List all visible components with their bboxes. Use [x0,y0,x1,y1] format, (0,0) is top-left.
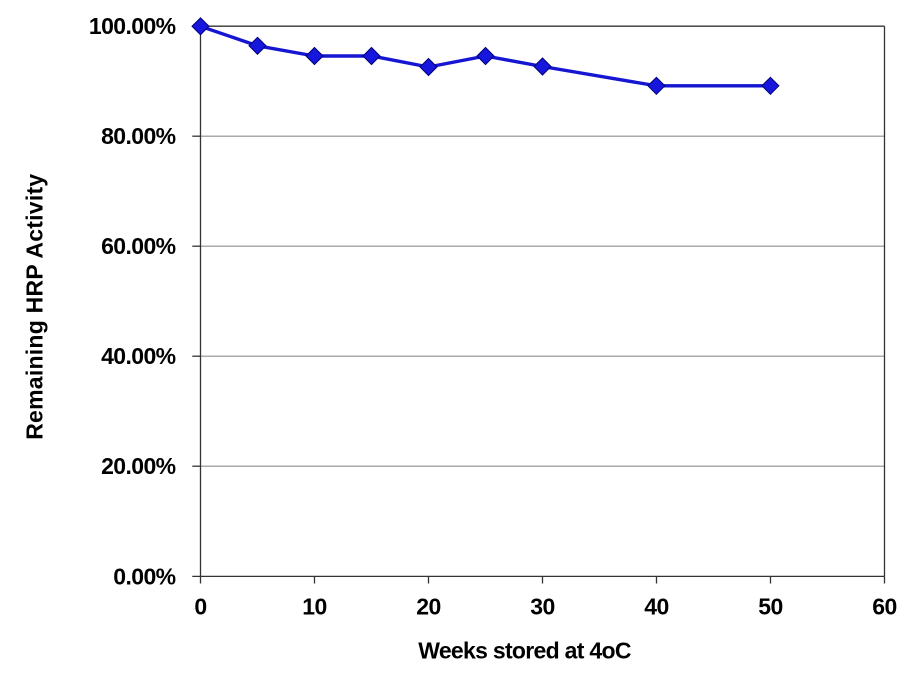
svg-text:20.00%: 20.00% [101,453,176,479]
svg-text:10: 10 [302,594,326,620]
svg-text:50: 50 [758,594,782,620]
svg-text:30: 30 [530,594,554,620]
svg-text:0.00%: 0.00% [113,563,175,589]
svg-text:40.00%: 40.00% [101,343,176,369]
svg-text:0: 0 [194,594,206,620]
svg-text:100.00%: 100.00% [89,13,176,39]
svg-text:60.00%: 60.00% [101,233,176,259]
svg-text:Remaining HRP Activity: Remaining HRP Activity [22,174,48,440]
svg-text:60: 60 [872,594,896,620]
svg-text:20: 20 [416,594,440,620]
svg-text:Weeks stored at 4oC: Weeks stored at 4oC [418,638,631,664]
svg-text:80.00%: 80.00% [101,123,176,149]
svg-text:40: 40 [644,594,668,620]
